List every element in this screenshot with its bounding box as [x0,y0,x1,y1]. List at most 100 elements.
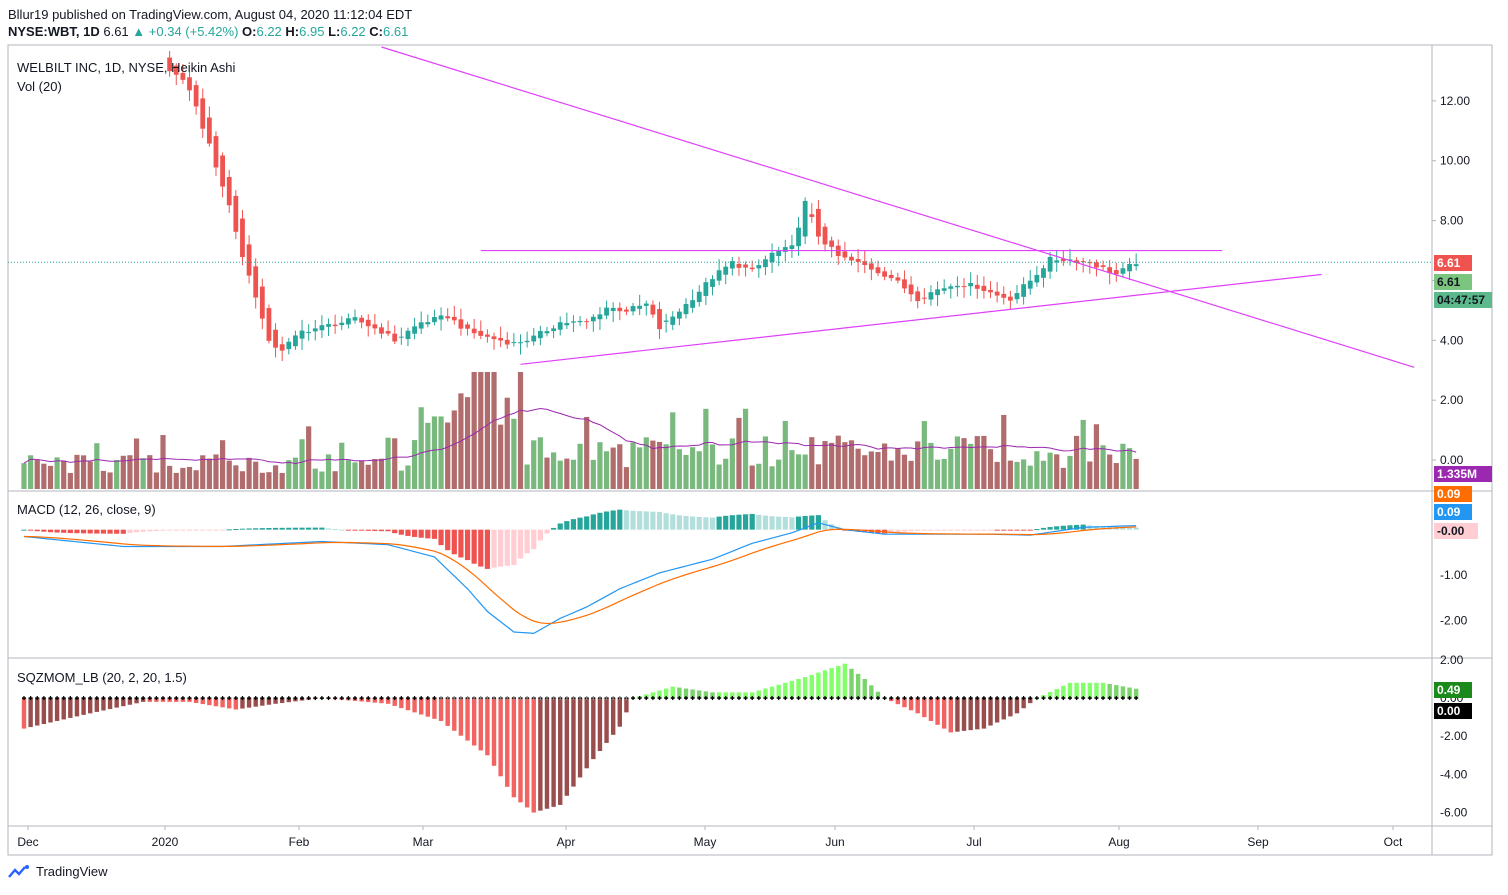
sqz-momentum-bar [485,698,490,756]
sqz-momentum-bar [524,698,530,808]
candle-body [551,328,556,332]
candle-body [537,331,543,339]
macd-histogram-bar [511,529,517,566]
sqz-momentum-bar [273,698,278,704]
volume-bar [272,465,279,489]
macd-histogram-bar [200,529,206,531]
macd-histogram-bar [776,516,782,530]
sqz-momentum-bar [193,698,199,703]
macd-legend[interactable]: MACD (12, 26, close, 9) [17,502,156,517]
sqz-momentum-bar [511,698,517,798]
macd-histogram-bar [981,529,987,531]
sqzmom-legend[interactable]: SQZMOM_LB (20, 2, 20, 1.5) [17,670,187,685]
macd-histogram-bar [954,529,961,531]
candle-body [319,325,325,331]
volume-bar [1001,414,1007,489]
volume-bar [557,460,563,489]
candle-body [345,318,351,325]
sqz-momentum-bar [650,692,656,699]
macd-histogram-bar [610,510,616,530]
macd-histogram-bar [1040,527,1047,530]
volume-bar [464,397,471,489]
volume-bar [226,460,232,489]
macd-histogram-bar [491,529,497,568]
candle-body [167,57,173,72]
macd-histogram-bar [802,515,808,530]
candle-body [471,328,477,334]
sqz-momentum-bar [961,698,967,731]
volume-bar [1100,445,1106,489]
sqz-momentum-bar [663,688,669,699]
sqz-momentum-bar [657,690,662,699]
volume-bar [789,450,795,489]
macd-histogram-bar [220,529,226,531]
volume-bar [292,457,299,489]
candle-body [412,326,417,334]
macd-histogram-bar [186,529,193,531]
sqz-momentum-bar [968,698,973,731]
candle-body [710,279,715,287]
macd-histogram-bar [1001,529,1007,531]
sqz-momentum-bar [776,684,781,699]
macd-histogram-bar [1133,527,1139,530]
volume-bar [577,443,583,489]
footer-brand: TradingView [8,864,108,879]
volume-bar [524,464,530,489]
macd-histogram-bar [114,529,120,534]
sqz-momentum-bar [836,665,841,699]
volume-bar [941,458,947,489]
candle-body [749,267,755,270]
main-legend[interactable]: WELBILT INC, 1D, NYSE, Heikin Ashi [17,60,236,75]
sqz-momentum-bar [1127,687,1132,699]
volume-bar [961,438,967,489]
candle-body [703,282,709,296]
volume-legend[interactable]: Vol (20) [17,79,62,94]
sqz-momentum-bar [922,698,927,718]
sqz-momentum-bar [1054,688,1059,699]
macd-histogram-bar [908,529,914,532]
candle-body [326,324,331,327]
volume-bar [385,437,391,489]
macd-histogram-bar [180,529,186,531]
macd-histogram-bar [1034,529,1040,531]
volume-bar [153,472,159,489]
sqz-momentum-bar [703,691,709,699]
macd-histogram-bar [365,529,371,531]
candle-body [729,261,735,269]
sqz-momentum-bar [465,698,470,741]
sqz-momentum-bar [101,698,106,711]
volume-bar [167,465,173,489]
sqz-momentum-bar [769,686,775,699]
sqz-momentum-bar [902,698,907,708]
sqz-momentum-bar [200,698,205,705]
candle-body [1107,267,1113,274]
candle-body [187,77,192,91]
candle-body [1027,280,1033,289]
macd-histogram-bar [61,529,67,533]
volume-bar [868,451,874,489]
macd-histogram-bar [570,519,577,530]
candle-body [1021,284,1027,297]
candle-body [1087,262,1093,264]
candle-body [259,286,265,319]
volume-bar [392,438,398,489]
volume-bar [762,436,769,489]
sqz-momentum-bar [915,698,920,714]
volume-bar [47,465,54,489]
sqz-momentum-bar [88,698,93,714]
sqz-momentum-bar [445,698,450,726]
candle-body [584,321,590,323]
macd-histogram-bar [206,529,212,531]
macd-histogram-bar [888,529,894,533]
x-tick-label: Sep [1247,835,1269,849]
macd-histogram-bar [517,529,524,559]
sqz-momentum-bar [121,698,126,707]
candle-body [524,340,530,343]
volume-bar [656,441,663,489]
candle-body [1133,264,1139,267]
sqz-momentum-bar [1014,698,1020,714]
volume-ma-line [23,407,1137,465]
macd-histogram-bar [292,527,299,530]
volume-bar [676,449,682,489]
